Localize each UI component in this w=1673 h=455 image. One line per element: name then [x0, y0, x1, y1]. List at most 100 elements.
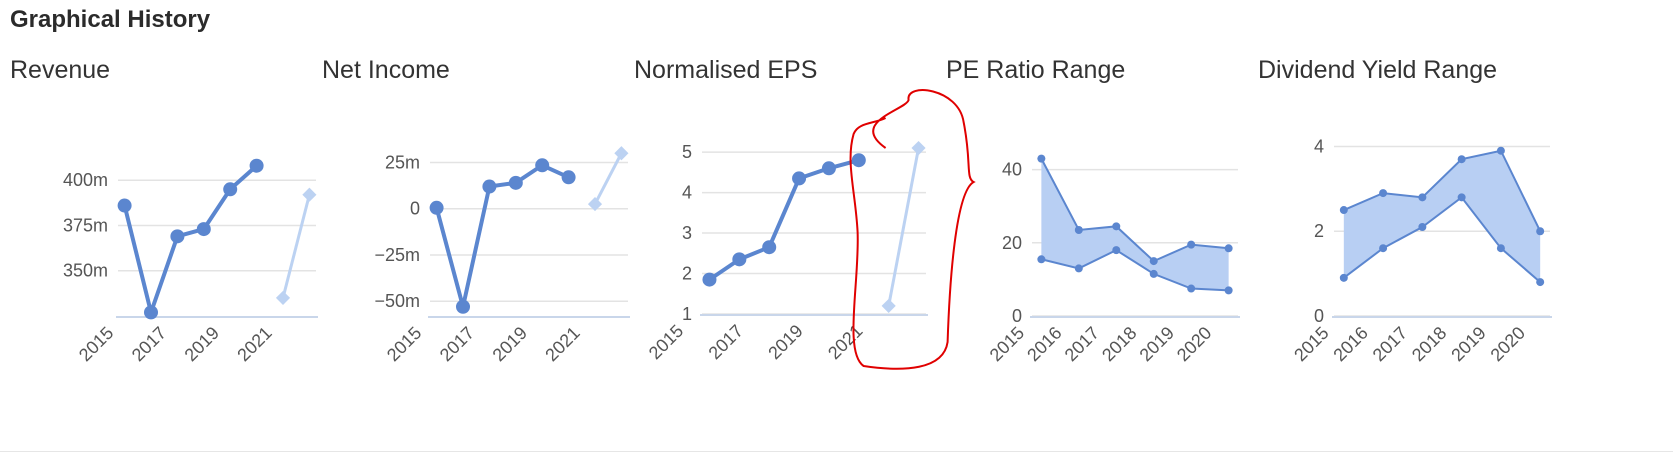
y-tick-label: 4 [682, 183, 692, 203]
range-low-point [1187, 284, 1196, 293]
x-tick-label: 2019 [1136, 323, 1178, 365]
actual-point [249, 158, 264, 173]
x-tick-label: 2021 [541, 323, 583, 365]
x-tick-label: 2015 [986, 323, 1028, 365]
y-tick-label: 0 [1314, 306, 1324, 326]
x-tick-label: 2021 [824, 321, 866, 363]
forecast-point [587, 197, 603, 212]
actual-point [429, 200, 444, 215]
actual-point [535, 158, 550, 173]
range-band [1041, 158, 1229, 291]
y-tick-label: 3 [682, 223, 692, 243]
y-tick-label: 0 [1012, 306, 1022, 326]
range-band [1343, 150, 1541, 283]
range-low-point [1339, 273, 1348, 282]
range-high-point [1379, 189, 1388, 198]
x-tick-label: 2017 [1061, 323, 1103, 365]
normalised-eps-chart-svg: 1 2 3 4 5 2015 2017 2019 2021 [645, 89, 976, 370]
revenue-chart: Revenue 350m 375m 400m 2015 2017 2019 2021 [10, 52, 318, 392]
y-tick-label: 20 [1002, 233, 1022, 253]
dividend-yield-range-chart: Dividend Yield Range 0 2 4 2015 2016 2017 2018… [1258, 52, 1558, 392]
range-high-point [1536, 227, 1545, 236]
pe-ratio-range-chart-title: PE Ratio Range [946, 56, 1126, 84]
x-tick-label: 2016 [1023, 323, 1065, 365]
x-tick-label: 2019 [489, 323, 531, 365]
range-high-point [1112, 222, 1121, 231]
actual-point [170, 229, 185, 244]
pe-ratio-range-chart: PE Ratio Range 0 20 40 2015 2016 2017 2018 2019… [946, 52, 1246, 392]
net-income-chart: Net Income −50m −25m 0 25m 2015 2017 2019 2021 [322, 52, 630, 392]
normalised-eps-chart: Normalised EPS 1 2 3 4 5 2015 2017 2019 2021 [634, 52, 976, 392]
actual-point [702, 272, 717, 287]
range-high-point [1187, 240, 1196, 249]
actual-point [196, 222, 211, 237]
y-tick-label: 40 [1002, 160, 1022, 180]
range-high-line [1040, 158, 1229, 263]
actual-point [223, 182, 238, 197]
x-tick-label: 2020 [1487, 323, 1529, 365]
range-high-point [1496, 146, 1505, 155]
actual-point [792, 171, 807, 186]
range-high-point [1149, 257, 1158, 266]
x-tick-label: 2021 [233, 323, 275, 365]
range-low-point [1457, 193, 1466, 202]
bottom-divider [0, 451, 1673, 452]
y-tick-label: 375m [63, 215, 108, 235]
normalised-eps-chart-title: Normalised EPS [634, 56, 818, 84]
range-low-point [1379, 244, 1388, 253]
x-tick-label: 2017 [128, 323, 170, 365]
x-tick-label: 2015 [1290, 323, 1332, 365]
forecast-point [614, 146, 629, 161]
y-tick-label: 400m [63, 170, 108, 190]
x-tick-label: 2017 [705, 321, 747, 363]
actual-point [762, 240, 777, 255]
actual-series-line [708, 158, 860, 282]
y-tick-label: −50m [374, 291, 420, 311]
range-high-point [1457, 155, 1466, 164]
red-annotation-loop [849, 89, 976, 370]
y-tick-label: 4 [1314, 136, 1324, 156]
actual-point [482, 179, 497, 194]
dividend-yield-range-chart-title: Dividend Yield Range [1258, 56, 1498, 84]
forecast-series-line [593, 152, 623, 205]
forecast-point [881, 298, 896, 313]
actual-point [851, 153, 866, 168]
range-low-line [1041, 248, 1229, 292]
range-low-point [1224, 286, 1233, 295]
x-tick-label: 2019 [764, 321, 806, 363]
x-tick-label: 2019 [181, 323, 223, 365]
y-tick-label: 0 [410, 199, 420, 219]
x-tick-label: 2017 [436, 323, 478, 365]
range-low-point [1536, 278, 1545, 287]
x-tick-label: 2017 [1369, 323, 1411, 365]
range-low-point [1074, 264, 1083, 273]
range-low-point [1496, 244, 1505, 253]
range-high-point [1224, 244, 1233, 253]
y-tick-label: 5 [682, 142, 692, 162]
actual-point [144, 305, 158, 320]
range-high-point [1418, 193, 1427, 202]
actual-point [117, 198, 132, 213]
range-low-line [1343, 195, 1541, 283]
forecast-point [275, 290, 291, 305]
range-high-line [1343, 149, 1542, 232]
revenue-chart-svg: 350m 375m 400m 2015 2017 2019 2021 [63, 158, 318, 365]
x-tick-label: 2018 [1408, 323, 1450, 365]
actual-point [456, 299, 470, 314]
range-high-point [1074, 226, 1083, 234]
actual-point [508, 175, 523, 190]
range-low-point [1112, 246, 1121, 255]
x-tick-label: 2015 [75, 323, 117, 365]
range-low-point [1418, 223, 1427, 231]
actual-point [821, 161, 836, 176]
range-low-point [1149, 269, 1158, 278]
revenue-chart-title: Revenue [10, 56, 111, 84]
actual-point [732, 252, 747, 267]
x-tick-label: 2018 [1098, 323, 1140, 365]
actual-point [561, 170, 576, 185]
x-tick-label: 2015 [645, 321, 687, 363]
y-tick-label: 350m [63, 261, 108, 281]
forecast-series-line [887, 147, 921, 307]
